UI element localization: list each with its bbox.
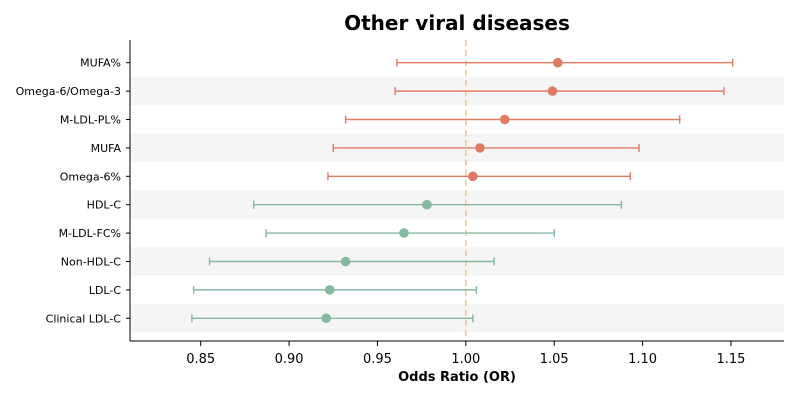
or-point (552, 57, 563, 68)
forest-row (327, 171, 631, 182)
x-tick-label: 0.95 (363, 352, 392, 367)
category-label: M-LDL-FC% (59, 227, 121, 240)
x-tick-label: 0.85 (186, 352, 215, 367)
category-label: Omega-6% (60, 170, 121, 183)
axes: MUFA% Omega-6/Omega-3 M-LDL-PL% MUFA Omega-6… (16, 40, 784, 367)
category-label: MUFA (91, 142, 122, 155)
chart-title: Other viral diseases (344, 11, 570, 35)
forest-row (332, 143, 640, 153)
category-label: MUFA% (80, 57, 121, 70)
or-point (422, 199, 432, 210)
or-point (475, 143, 485, 153)
or-point (399, 228, 409, 238)
or-point (321, 313, 332, 324)
forest-row (396, 57, 734, 68)
x-tick-label: 0.90 (275, 352, 304, 367)
category-label: M-LDL-PL% (60, 114, 121, 127)
x-tick-label: 1.15 (716, 352, 745, 367)
category-label: HDL-C (87, 199, 122, 212)
forest-row (191, 313, 474, 324)
x-tick-label: 1.10 (628, 352, 657, 367)
x-tick-label: 1.05 (540, 352, 569, 367)
forest-row (192, 285, 478, 295)
or-point (547, 86, 558, 96)
data-marks (191, 57, 734, 324)
x-tick-label: 1.00 (451, 352, 480, 367)
forest-row (253, 199, 623, 210)
forest-row (208, 256, 495, 267)
forest-row (344, 114, 681, 125)
forest-row (265, 228, 555, 238)
or-point (324, 285, 335, 295)
category-label: LDL-C (89, 284, 122, 297)
or-point (499, 114, 510, 125)
category-label: Clinical LDL-C (46, 312, 122, 325)
forest-row (394, 86, 725, 96)
or-point (340, 256, 351, 267)
x-axis-label: Odds Ratio (OR) (398, 370, 516, 385)
or-point (468, 171, 478, 182)
category-label: Omega-6/Omega-3 (16, 85, 121, 98)
category-label: Non-HDL-C (61, 255, 122, 268)
